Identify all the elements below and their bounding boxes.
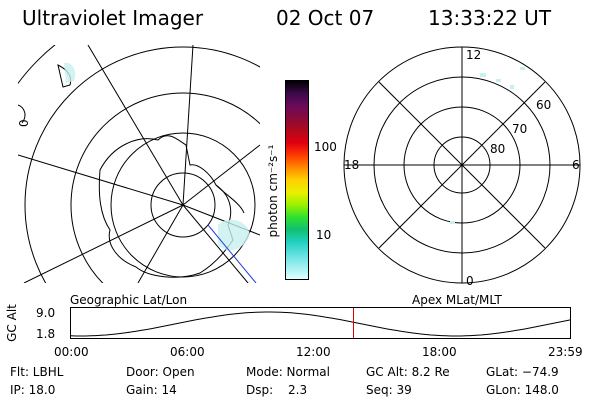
altitude-xtick-18: 18:00 xyxy=(422,345,457,359)
mlat-label-60: 60 xyxy=(536,98,551,112)
colorbar-tick-100: 100 xyxy=(314,140,337,154)
altitude-xtick-00: 00:00 xyxy=(54,345,89,359)
ice-patch xyxy=(218,219,250,251)
observation-date: 02 Oct 07 xyxy=(276,6,375,30)
gain-info: Gain: 14 xyxy=(126,383,177,397)
polar-map-label: Apex MLat/MLT xyxy=(412,293,502,307)
observation-time: 13:33:22 UT xyxy=(428,6,552,30)
ground-track-line xyxy=(207,224,257,283)
colorbar-tick-10: 10 xyxy=(316,228,332,242)
seq-info: Seq: 39 xyxy=(366,383,412,397)
mlat-label-70: 70 xyxy=(512,122,527,136)
mode-info: Mode: Normal xyxy=(246,365,330,379)
glon-info: GLon: 148.0 xyxy=(486,383,559,397)
ip-info: IP: 18.0 xyxy=(10,383,56,397)
geo-corner-label: 0 xyxy=(18,119,31,127)
gc-alt-info: GC Alt: 8.2 Re xyxy=(366,365,450,379)
mlt-label-0: 0 xyxy=(466,274,474,285)
coastline xyxy=(98,135,234,278)
altitude-xtick-06: 06:00 xyxy=(170,345,205,359)
geographic-map: 0 xyxy=(18,45,260,283)
geo-lat-ring xyxy=(24,46,260,283)
altitude-xtick-12: 12:00 xyxy=(296,345,331,359)
altitude-xtick-2359: 23:59 xyxy=(548,345,583,359)
altitude-curve xyxy=(70,311,572,337)
geo-lat-ring xyxy=(70,92,260,283)
ice-patch xyxy=(64,62,76,83)
filter-info: Flt: LBHL xyxy=(10,365,64,379)
colorbar-unit-label: photon cm⁻²s⁻¹ xyxy=(266,144,280,238)
geo-lat-ring xyxy=(150,172,216,238)
altitude-ytick-9: 9.0 xyxy=(36,306,56,320)
mlt-label-12: 12 xyxy=(466,48,481,62)
mlt-label-6: 6 xyxy=(572,158,580,172)
colorbar xyxy=(285,80,309,280)
altitude-ytick-1-8: 1.8 xyxy=(36,327,56,341)
mlt-label-18: 18 xyxy=(344,158,359,172)
dsp-label: Dsp: xyxy=(246,383,274,397)
polar-mlat-mlt-map: 12 6 0 18 60 70 80 xyxy=(343,46,581,285)
altitude-plot xyxy=(70,307,572,339)
dsp-value: 2.3 xyxy=(288,383,308,397)
mlat-label-80: 80 xyxy=(490,142,505,156)
altitude-plot-ylabel: GC Alt xyxy=(5,304,19,342)
instrument-title: Ultraviolet Imager xyxy=(22,6,204,30)
door-info: Door: Open xyxy=(126,365,195,379)
glat-info: GLat: −74.9 xyxy=(486,365,559,379)
coastline xyxy=(18,104,26,124)
coastline xyxy=(215,184,245,214)
geo-map-label: Geographic Lat/Lon xyxy=(70,293,188,307)
